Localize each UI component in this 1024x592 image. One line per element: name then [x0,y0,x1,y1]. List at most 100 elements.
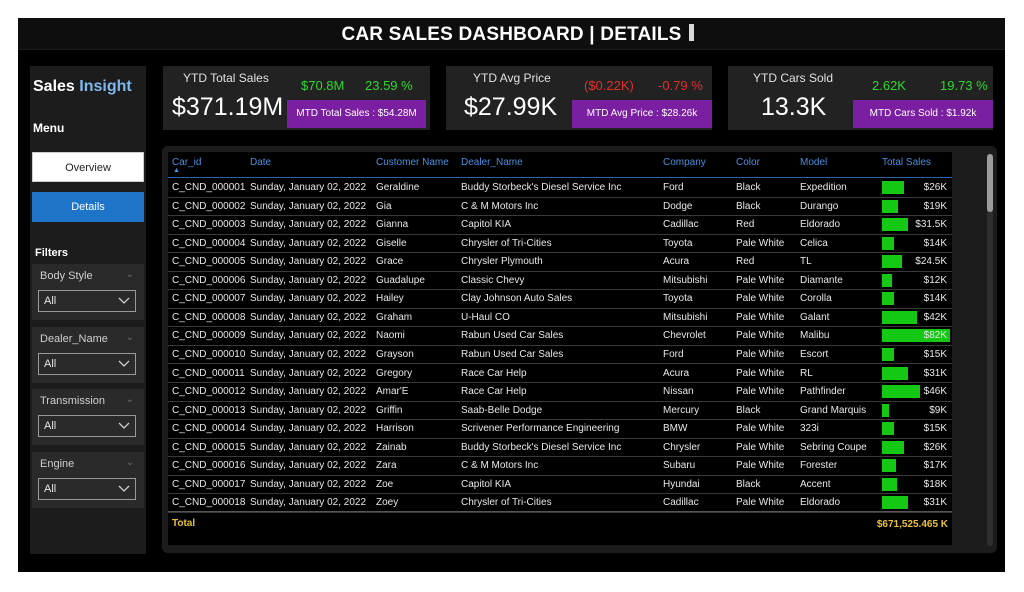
cell-customer: Graham [376,311,413,323]
chevron-down-icon[interactable]: ⌄ [125,332,134,343]
col-header-car-id[interactable]: Car_id [172,157,202,168]
cell-company: Chevrolet [663,330,706,342]
cell-customer: Naomi [376,330,405,342]
chevron-down-icon[interactable]: ⌄ [125,269,134,280]
filter-selected-value: All [44,358,57,370]
table-row[interactable]: C_CND_000017 Sunday, January 02, 2022 Zoe C… [168,476,952,495]
table-row[interactable]: C_CND_000006 Sunday, January 02, 2022 Guad… [168,272,952,291]
cell-total-sales: $19K [923,200,947,212]
col-header-total-sales[interactable]: Total Sales [882,157,931,168]
nav-overview-button[interactable]: Overview [32,152,144,182]
cell-customer: Grace [376,256,404,268]
cell-dealer: U-Haul CO [461,311,510,323]
table-row[interactable]: C_CND_000018 Sunday, January 02, 2022 Zoey… [168,494,952,513]
table-row[interactable]: C_CND_000012 Sunday, January 02, 2022 Amar… [168,383,952,402]
sidebar: Sales Insight Menu Overview Details Filt… [30,66,146,554]
sales-data-bar [882,385,920,399]
sales-data-bar [882,440,904,454]
chevron-down-icon[interactable]: ⌄ [125,394,134,405]
table-row[interactable]: C_CND_000002 Sunday, January 02, 2022 Gia C… [168,198,952,217]
total-value: $671,525.465 K [876,519,948,530]
kpi-mtd-badge: MTD Total Sales : $54.28M [287,100,426,128]
cell-car-id: C_CND_000010 [172,348,246,360]
table-row[interactable]: C_CND_000011 Sunday, January 02, 2022 Greg… [168,365,952,383]
cell-color: Pale White [736,423,785,435]
nav-details-button[interactable]: Details [32,192,144,222]
cell-total-sales: $31.5K [915,219,947,231]
cell-car-id: C_CND_000011 [172,367,245,379]
table-scrollbar[interactable] [987,154,993,546]
cell-model: Durango [800,200,839,212]
cell-company: Hyundai [663,478,700,490]
table-row[interactable]: C_CND_000013 Sunday, January 02, 2022 Grif… [168,402,952,421]
table-row[interactable]: C_CND_000016 Sunday, January 02, 2022 Zara… [168,457,952,476]
filter-dropdown-dealer-name[interactable]: All [38,353,136,375]
kpi-title: YTD Cars Sold [753,71,834,85]
table-row[interactable]: C_CND_000003 Sunday, January 02, 2022 Gian… [168,216,952,235]
col-header-dealer-name[interactable]: Dealer_Name [461,157,523,168]
brand-word-sales: Sales [33,78,75,95]
cell-color: Pale White [736,330,785,342]
cell-car-id: C_CND_000014 [172,423,246,435]
filter-dropdown-transmission[interactable]: All [38,415,136,437]
table-row[interactable]: C_CND_000014 Sunday, January 02, 2022 Harr… [168,420,952,439]
col-header-company[interactable]: Company [663,157,706,168]
filter-dropdown-body-style[interactable]: All [38,290,136,312]
table-row[interactable]: C_CND_000010 Sunday, January 02, 2022 Gray… [168,346,952,365]
cell-dealer: Buddy Storbeck's Diesel Service Inc [461,182,622,193]
sales-data-bar [882,181,904,194]
cell-total-sales: $14K [923,237,947,249]
cell-total-sales: $14K [923,293,947,305]
filters-heading: Filters [35,247,69,259]
brand-word-insight: Insight [79,78,132,95]
sales-data-bar [882,273,892,287]
kpi-title: YTD Total Sales [183,71,269,85]
cell-color: Red [736,219,755,231]
table-row[interactable]: C_CND_000009 Sunday, January 02, 2022 Naom… [168,327,952,346]
col-header-model[interactable]: Model [800,157,828,168]
chevron-down-icon[interactable]: ⌄ [125,457,134,468]
table-row[interactable]: C_CND_000007 Sunday, January 02, 2022 Hail… [168,290,952,309]
filter-dealer-name: Dealer_Name ⌄ All [32,327,144,383]
sales-data-bar [882,199,898,213]
chevron-down-icon [118,422,130,429]
sales-data-bar [882,459,896,473]
cell-model: Forester [800,460,838,472]
cell-company: Subaru [663,460,696,472]
cell-customer: Hailey [376,293,404,305]
cell-date: Sunday, January 02, 2022 [250,460,367,472]
col-header-customer-name[interactable]: Customer Name [376,157,449,168]
col-header-color[interactable]: Color [736,157,760,168]
cell-color: Pale White [736,274,785,286]
brand-logo: Sales Insight [33,78,132,96]
cell-date: Sunday, January 02, 2022 [250,219,367,231]
table-row[interactable]: C_CND_000001 Sunday, January 02, 2022 Gera… [168,179,952,198]
filter-label: Dealer_Name [40,333,108,345]
cell-date: Sunday, January 02, 2022 [250,404,367,416]
cell-dealer: Race Car Help [461,386,527,398]
cell-color: Black [736,478,761,490]
table-row[interactable]: C_CND_000005 Sunday, January 02, 2022 Grac… [168,253,952,272]
scrollbar-thumb[interactable] [987,154,993,212]
cell-company: Nissan [663,386,694,398]
table-row[interactable]: C_CND_000015 Sunday, January 02, 2022 Zain… [168,439,952,458]
cell-car-id: C_CND_000018 [172,497,246,509]
col-header-date[interactable]: Date [250,157,272,168]
kpi-mtd-badge: MTD Avg Price : $28.26k [572,100,712,128]
cell-dealer: Rabun Used Car Sales [461,348,564,360]
filter-dropdown-engine[interactable]: All [38,478,136,500]
cell-total-sales: $17K [923,460,947,472]
table-row[interactable]: C_CND_000008 Sunday, January 02, 2022 Grah… [168,309,952,328]
kpi-ytd-avg-price: YTD Avg Price $27.99K ($0.22K) -0.79 % M… [446,66,712,130]
sales-data-bar [882,310,917,324]
cell-car-id: C_CND_000001 [172,182,246,193]
cell-dealer: Scrivener Performance Engineering [461,423,620,435]
cell-color: Pale White [736,460,785,472]
filter-label: Body Style [40,270,93,282]
cell-total-sales: $18K [923,478,947,490]
table-row[interactable]: C_CND_000004 Sunday, January 02, 2022 Gise… [168,235,952,254]
filter-transmission: Transmission ⌄ All [32,389,144,445]
cell-company: Dodge [663,200,693,212]
cell-company: Toyota [663,293,693,305]
sales-data-bar [882,477,897,491]
